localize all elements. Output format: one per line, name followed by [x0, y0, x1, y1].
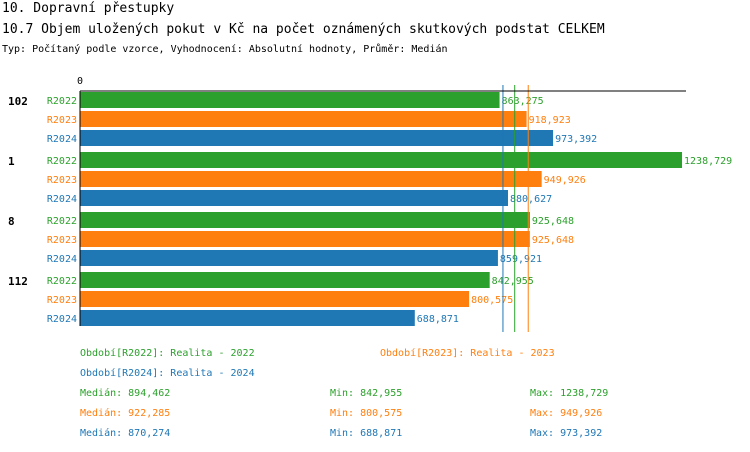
value-label-R2024-112: 688,871: [417, 314, 459, 325]
median-lines: [502, 85, 529, 332]
legend-r2022: Období[R2022]: Realita - 2022: [80, 348, 255, 359]
bar-R2024-102: [80, 130, 554, 146]
stat-median-r2023: Medián: 922,285: [80, 408, 171, 419]
value-label-R2024-102: 973,392: [555, 134, 597, 145]
category-label-8: 8: [8, 215, 15, 228]
bar-R2022-112: [80, 272, 490, 288]
value-label-R2024-8: 859,921: [500, 254, 542, 265]
series-label-R2022-112: R2022: [47, 276, 77, 287]
chart-title: 10.7 Objem uložených pokut v Kč na počet…: [2, 22, 605, 37]
category-label-102: 102: [8, 95, 28, 108]
axis-zero-label: 0: [77, 76, 83, 87]
legend-r2024: Období[R2024]: Realita - 2024: [80, 368, 255, 379]
category-label-112: 112: [8, 275, 28, 288]
bar-R2023-8: [80, 231, 530, 247]
value-label-R2023-102: 918,923: [529, 115, 571, 126]
stat-max-r2022: Max: 1238,729: [530, 388, 609, 399]
series-label-R2023-112: R2023: [47, 295, 77, 306]
bar-R2024-8: [80, 250, 498, 266]
chart-section-title: 10. Dopravní přestupky: [2, 1, 175, 16]
value-label-R2023-8: 925,648: [532, 235, 574, 246]
stat-max-r2024: Max: 973,392: [530, 428, 603, 439]
category-label-1: 1: [8, 155, 15, 168]
bar-R2023-102: [80, 111, 527, 127]
stat-min-r2023: Min: 800,575: [330, 408, 403, 419]
chart-subtitle: Typ: Počítaný podle vzorce, Vyhodnocení:…: [2, 44, 448, 55]
stat-min-r2022: Min: 842,955: [330, 388, 403, 399]
series-label-R2022-1: R2022: [47, 156, 77, 167]
value-label-R2022-102: 863,275: [502, 96, 544, 107]
bar-R2022-102: [80, 92, 500, 108]
value-label-R2022-112: 842,955: [492, 276, 534, 287]
value-label-R2024-1: 880,627: [510, 194, 552, 205]
series-label-R2024-8: R2024: [47, 254, 77, 265]
series-label-R2023-8: R2023: [47, 235, 77, 246]
stat-median-r2022: Medián: 894,462: [80, 388, 171, 399]
value-label-R2022-1: 1238,729: [684, 156, 732, 167]
bar-R2024-112: [80, 310, 415, 326]
value-label-R2023-1: 949,926: [544, 175, 586, 186]
series-label-R2024-112: R2024: [47, 314, 77, 325]
bar-R2022-8: [80, 212, 530, 228]
bars-layer: 102 R2022 863,275 R2023 918,923 R2024 973,392 1…: [8, 92, 732, 326]
stat-min-r2024: Min: 688,871: [330, 428, 403, 439]
series-label-R2024-1: R2024: [47, 194, 77, 205]
bar-R2022-1: [80, 152, 683, 168]
value-label-R2022-8: 925,648: [532, 216, 574, 227]
bar-R2024-1: [80, 190, 508, 206]
stat-max-r2023: Max: 949,926: [530, 408, 603, 419]
stat-median-r2024: Medián: 870,274: [80, 428, 171, 439]
bar-R2023-112: [80, 291, 470, 307]
series-label-R2024-102: R2024: [47, 134, 77, 145]
series-label-R2023-102: R2023: [47, 115, 77, 126]
value-label-R2023-112: 800,575: [471, 295, 513, 306]
legend-r2023: Období[R2023]: Realita - 2023: [380, 348, 555, 359]
series-label-R2022-102: R2022: [47, 96, 77, 107]
series-label-R2023-1: R2023: [47, 175, 77, 186]
series-label-R2022-8: R2022: [47, 216, 77, 227]
bar-R2023-1: [80, 171, 542, 187]
